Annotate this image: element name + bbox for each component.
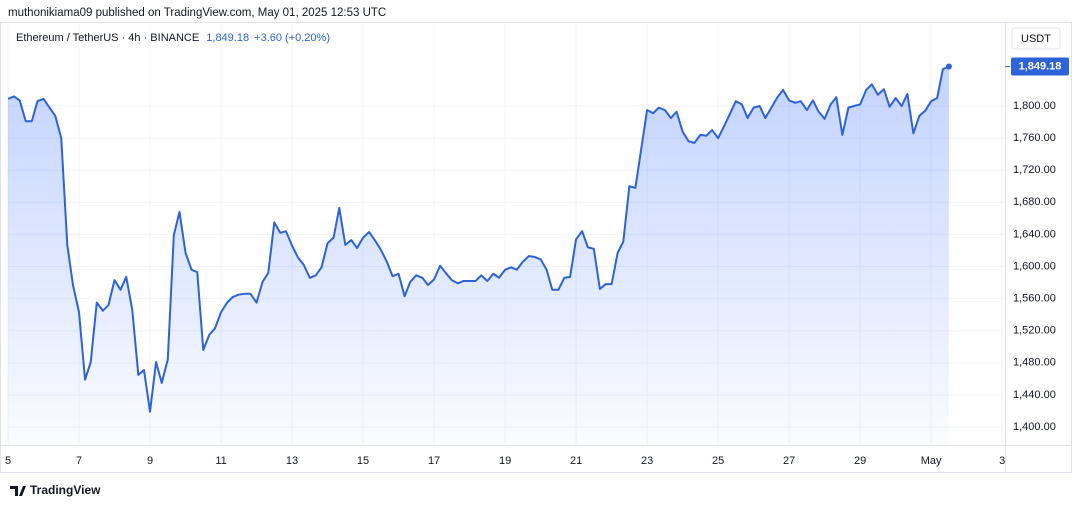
x-tick-label: 13: [286, 455, 298, 467]
x-tick-label: 7: [76, 455, 82, 467]
last-price-box: [1011, 57, 1069, 76]
x-tick-label: 27: [783, 455, 795, 467]
symbol: Ethereum / TetherUS · 4h · BINANCE: [16, 32, 199, 44]
x-tick-label: 23: [641, 455, 653, 467]
x-tick-label: 5: [5, 455, 11, 467]
x-tick-label: 19: [499, 455, 511, 467]
symbol-header: Ethereum / TetherUS · 4h · BINANCE 1,849…: [16, 32, 330, 44]
x-tick-label: 29: [854, 455, 866, 467]
axes: 1,400.00 1,440.00 1,480.00 1,520.00 1,560.00…: [5, 57, 1069, 467]
currency-box[interactable]: [1011, 27, 1061, 50]
published-line: muthonikiama09 published on TradingView.…: [8, 7, 386, 19]
y-tick-label: 1,520.00: [1013, 325, 1056, 337]
plot-area: [8, 65, 950, 445]
currency[interactable]: USDT: [1021, 33, 1051, 45]
x-tick-label: 25: [712, 455, 724, 467]
footer-logo: TradingView: [10, 483, 101, 497]
chart-frame: [0, 22, 1072, 473]
y-tick-label: 1,680.00: [1013, 196, 1056, 208]
y-tick-label: 1,440.00: [1013, 389, 1056, 401]
y-tick-label: 1,400.00: [1013, 421, 1056, 433]
footer-brand: TradingView: [30, 483, 101, 497]
y-tick-label: 1,640.00: [1013, 228, 1056, 240]
header-price: 1,849.18: [206, 32, 249, 44]
y-tick-label: 1,720.00: [1013, 164, 1056, 176]
logo-mark: [10, 486, 26, 496]
x-tick-label: 21: [570, 455, 582, 467]
x-tick-label: May: [921, 455, 942, 467]
header-change: +3.60 (+0.20%): [254, 32, 330, 44]
x-tick-label: 15: [357, 455, 369, 467]
x-tick-label: 17: [428, 455, 440, 467]
price-line: [8, 65, 950, 413]
y-tick-label: 1,800.00: [1013, 100, 1056, 112]
y-tick-label: 1,760.00: [1013, 132, 1056, 144]
x-tick-label: 3: [999, 455, 1005, 467]
x-tick-label: 9: [147, 455, 153, 467]
x-tick-label: 11: [215, 455, 226, 467]
y-tick-label: 1,560.00: [1013, 293, 1056, 305]
area-fill: [8, 66, 949, 445]
y-tick-label: 1,600.00: [1013, 260, 1056, 272]
y-tick-label: 1,480.00: [1013, 357, 1056, 369]
last-point: [945, 63, 952, 70]
last-price-label: 1,849.18: [1019, 60, 1062, 72]
